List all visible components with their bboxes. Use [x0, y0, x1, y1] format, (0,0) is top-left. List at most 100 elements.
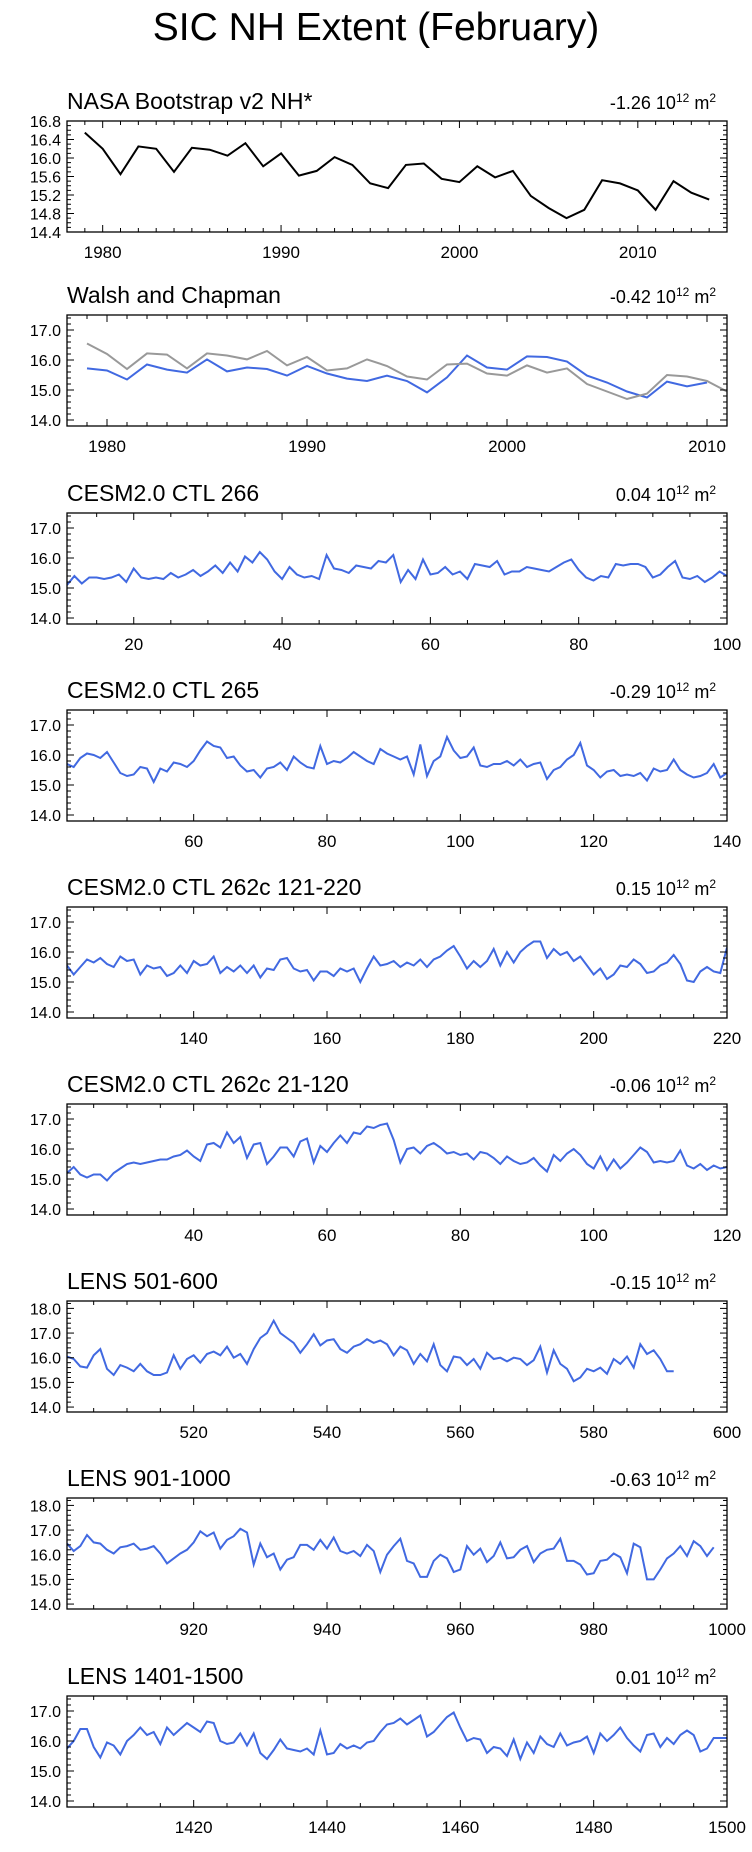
y-tick-label: 17.0 [30, 915, 61, 932]
series-line-1 [67, 1122, 727, 1182]
y-tick-label: 14.0 [30, 808, 61, 825]
panel-8: LENS 901-1000 -0.63 1012 m2 18.0 17.0 16.0 15… [30, 1465, 746, 1639]
x-tick-label: 100 [713, 635, 741, 654]
panel-5: CESM2.0 CTL 262c 121-220 0.15 1012 m2 17.0… [30, 874, 741, 1048]
y-tick-label: 15.6 [30, 170, 61, 187]
x-tick-label: 100 [579, 1226, 607, 1245]
y-tick-label: 16.0 [30, 1351, 61, 1368]
panel-frame [66, 1300, 728, 1413]
y-tick-label: 18.0 [30, 1301, 61, 1318]
y-tick-label: 16.0 [30, 945, 61, 962]
series-line-1 [67, 940, 727, 985]
x-tick-label: 80 [451, 1226, 470, 1245]
y-tick-label: 17.0 [30, 1326, 61, 1343]
panel-4: CESM2.0 CTL 265 -0.29 1012 m2 17.0 16.0 15.0… [30, 677, 741, 851]
panel-title: CESM2.0 CTL 262c 21-120 [67, 1071, 349, 1097]
panel-trend: 0.15 1012 m2 [616, 877, 716, 899]
panel-frame [66, 1497, 728, 1610]
series-line-1 [67, 1318, 674, 1383]
y-tick-label: 15.0 [30, 975, 61, 992]
panel-title: Walsh and Chapman [67, 282, 281, 308]
y-tick-label: 14.0 [30, 1597, 61, 1614]
y-tick-label: 16.0 [30, 151, 61, 168]
panel-title: LENS 501-600 [67, 1268, 218, 1294]
x-tick-label: 80 [569, 635, 588, 654]
y-tick-label: 17.0 [30, 521, 61, 538]
panel-title: LENS 1401-1500 [67, 1663, 243, 1689]
x-tick-label: 200 [579, 1029, 607, 1048]
x-tick-label: 60 [184, 832, 203, 851]
y-tick-label: 16.0 [30, 748, 61, 765]
x-tick-label: 1440 [308, 1818, 346, 1837]
y-tick-label: 15.0 [30, 581, 61, 598]
x-tick-label: 940 [313, 1620, 341, 1639]
panel-trend: -0.06 1012 m2 [610, 1074, 716, 1096]
y-tick-label: 15.0 [30, 1572, 61, 1589]
series-line-1 [86, 354, 708, 399]
panel-title: CESM2.0 CTL 262c 121-220 [67, 874, 361, 900]
x-tick-label: 60 [421, 635, 440, 654]
y-tick-label: 16.0 [30, 353, 61, 370]
x-tick-label: 560 [446, 1423, 474, 1442]
y-tick-label: 17.0 [30, 718, 61, 735]
y-tick-label: 14.0 [30, 1005, 61, 1022]
x-tick-label: 1500 [708, 1818, 746, 1837]
series-line-1 [67, 1711, 727, 1762]
x-tick-label: 80 [318, 832, 337, 851]
panel-frame [66, 314, 728, 427]
panel-frame [66, 1103, 728, 1216]
panel-2: Walsh and Chapman -0.42 1012 m2 17.0 16.0 15… [30, 282, 728, 456]
x-tick-label: 20 [124, 635, 143, 654]
panel-frame [66, 906, 728, 1019]
y-tick-label: 18.0 [30, 1498, 61, 1515]
x-tick-label: 960 [446, 1620, 474, 1639]
x-tick-label: 1990 [288, 437, 326, 456]
y-tick-label: 15.0 [30, 1375, 61, 1392]
panel-trend: 0.04 1012 m2 [616, 483, 716, 505]
y-tick-label: 16.0 [30, 1734, 61, 1751]
y-tick-label: 16.0 [30, 551, 61, 568]
panel-title: CESM2.0 CTL 266 [67, 480, 259, 506]
x-tick-label: 140 [179, 1029, 207, 1048]
x-tick-label: 160 [313, 1029, 341, 1048]
series-line-2 [86, 342, 727, 401]
x-tick-label: 980 [579, 1620, 607, 1639]
y-tick-label: 14.0 [30, 1202, 61, 1219]
y-tick-label: 16.4 [30, 133, 61, 150]
series-line-1 [67, 550, 727, 586]
series-line-1 [67, 1527, 715, 1581]
panel-1: NASA Bootstrap v2 NH* -1.26 1012 m2 16.8 16… [30, 88, 728, 262]
x-tick-label: 520 [179, 1423, 207, 1442]
x-tick-label: 40 [273, 635, 292, 654]
x-tick-label: 180 [446, 1029, 474, 1048]
y-tick-label: 15.0 [30, 383, 61, 400]
panel-9: LENS 1401-1500 0.01 1012 m2 17.0 16.0 15.0 14… [30, 1663, 746, 1837]
y-tick-label: 17.0 [30, 323, 61, 340]
y-tick-label: 17.0 [30, 1112, 61, 1129]
y-tick-label: 14.0 [30, 1794, 61, 1811]
y-tick-label: 14.0 [30, 413, 61, 430]
x-tick-label: 580 [579, 1423, 607, 1442]
y-tick-label: 17.0 [30, 1523, 61, 1540]
panel-trend: -0.15 1012 m2 [610, 1271, 716, 1293]
panel-trend: -1.26 1012 m2 [610, 91, 716, 113]
x-tick-label: 1460 [441, 1818, 479, 1837]
series-line-1 [67, 734, 727, 785]
x-tick-label: 1480 [575, 1818, 613, 1837]
x-tick-label: 2010 [688, 437, 726, 456]
panel-trend: 0.01 1012 m2 [616, 1666, 716, 1688]
x-tick-label: 140 [713, 832, 741, 851]
y-tick-label: 16.0 [30, 1548, 61, 1565]
x-tick-label: 120 [713, 1226, 741, 1245]
y-tick-label: 16.0 [30, 1142, 61, 1159]
y-tick-label: 15.0 [30, 1764, 61, 1781]
panel-trend: -0.63 1012 m2 [610, 1468, 716, 1490]
x-tick-label: 60 [318, 1226, 337, 1245]
x-tick-label: 40 [184, 1226, 203, 1245]
x-tick-label: 540 [313, 1423, 341, 1442]
x-tick-label: 2010 [619, 243, 657, 262]
x-tick-label: 920 [179, 1620, 207, 1639]
y-tick-label: 14.0 [30, 1400, 61, 1417]
panel-title: CESM2.0 CTL 265 [67, 677, 259, 703]
y-tick-label: 16.8 [30, 114, 61, 131]
